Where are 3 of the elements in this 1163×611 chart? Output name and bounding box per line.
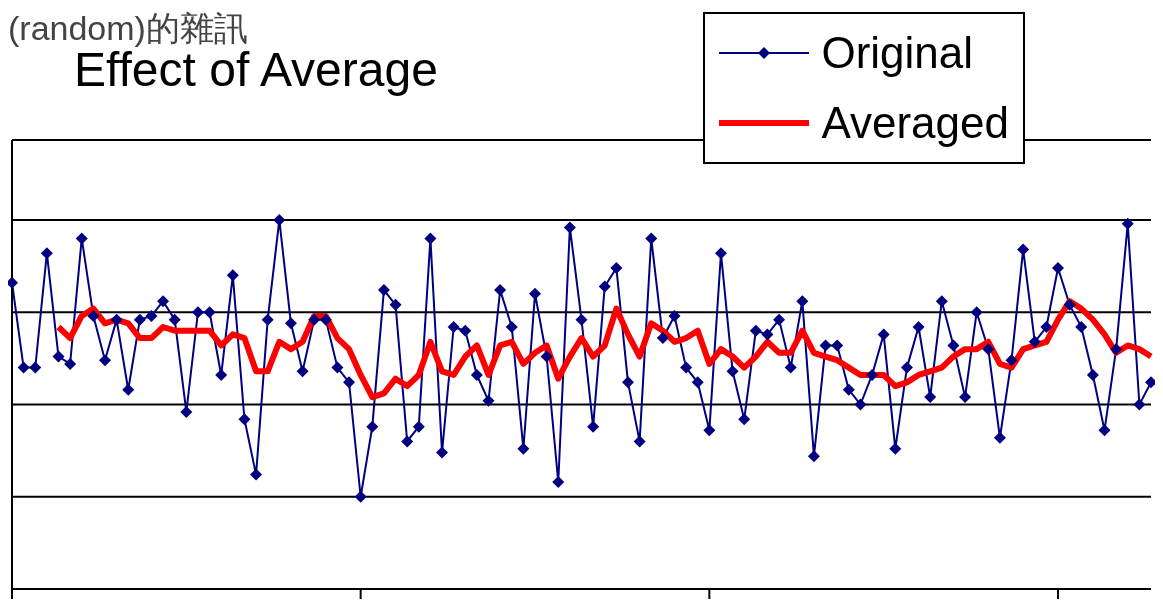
legend-label: Averaged xyxy=(821,97,1009,149)
legend-label: Original xyxy=(821,27,974,79)
text: (random)的雜訊 xyxy=(8,8,248,49)
